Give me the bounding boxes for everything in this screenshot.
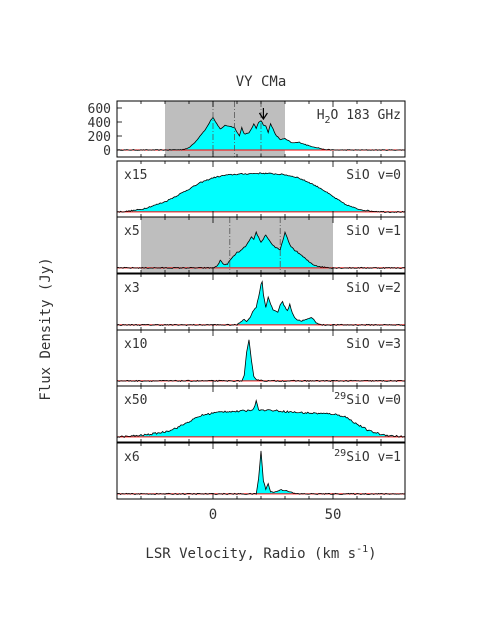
panel-6: x50 29SiO v=0 <box>116 385 406 443</box>
spectrum-fill <box>117 281 405 326</box>
scale-label: x3 <box>124 281 140 296</box>
spectrum-fill <box>117 117 405 151</box>
y-axis-label: Flux Density (Jy) <box>38 257 54 400</box>
transition-label: H2O 183 GHz <box>317 108 401 126</box>
panel-4: x3 SiO v=2 <box>116 273 406 331</box>
scale-label: x6 <box>124 450 140 465</box>
transition-label: SiO v=2 <box>346 281 401 296</box>
arrow-head <box>258 112 268 121</box>
scale-label: x50 <box>124 393 147 408</box>
transition-label: SiO v=3 <box>346 337 401 352</box>
scale-label: x5 <box>124 224 140 239</box>
transition-label: SiO v=0 <box>346 168 401 183</box>
spectrum-line <box>116 339 406 383</box>
y-tick-label: 600 <box>88 102 111 117</box>
panel-7: x6 29SiO v=1 <box>116 442 406 500</box>
x-axis-label: LSR Velocity, Radio (km s-1) <box>145 544 376 562</box>
spectrum-line <box>116 230 406 270</box>
spectrum-line <box>116 280 406 327</box>
spectrum-fill <box>117 231 405 269</box>
y-tick-label: 0 <box>103 144 111 159</box>
spectrum-fill <box>117 172 405 213</box>
scale-label: x10 <box>124 337 147 352</box>
spectrum-line <box>116 450 406 496</box>
spectrum-line <box>116 172 406 213</box>
y-tick-label: 200 <box>88 130 111 145</box>
chart-title: VY CMa <box>236 74 287 90</box>
x-tick-label: 0 <box>209 507 217 523</box>
transition-label: 29SiO v=0 <box>334 391 401 408</box>
spectrum-fill <box>117 400 405 438</box>
x-tick-label: 50 <box>325 507 342 523</box>
panel-5: x10 SiO v=3 <box>116 329 406 387</box>
spectrum-fill <box>117 450 405 495</box>
transition-label: 29SiO v=1 <box>334 448 401 465</box>
y-tick-label: 400 <box>88 116 111 131</box>
scale-label: x15 <box>124 168 147 183</box>
transition-label: SiO v=1 <box>346 224 401 239</box>
spectrum-line <box>116 398 406 439</box>
panel-3: x5 SiO v=1 <box>116 216 406 274</box>
panel-2: x15 SiO v=0 <box>116 160 406 218</box>
